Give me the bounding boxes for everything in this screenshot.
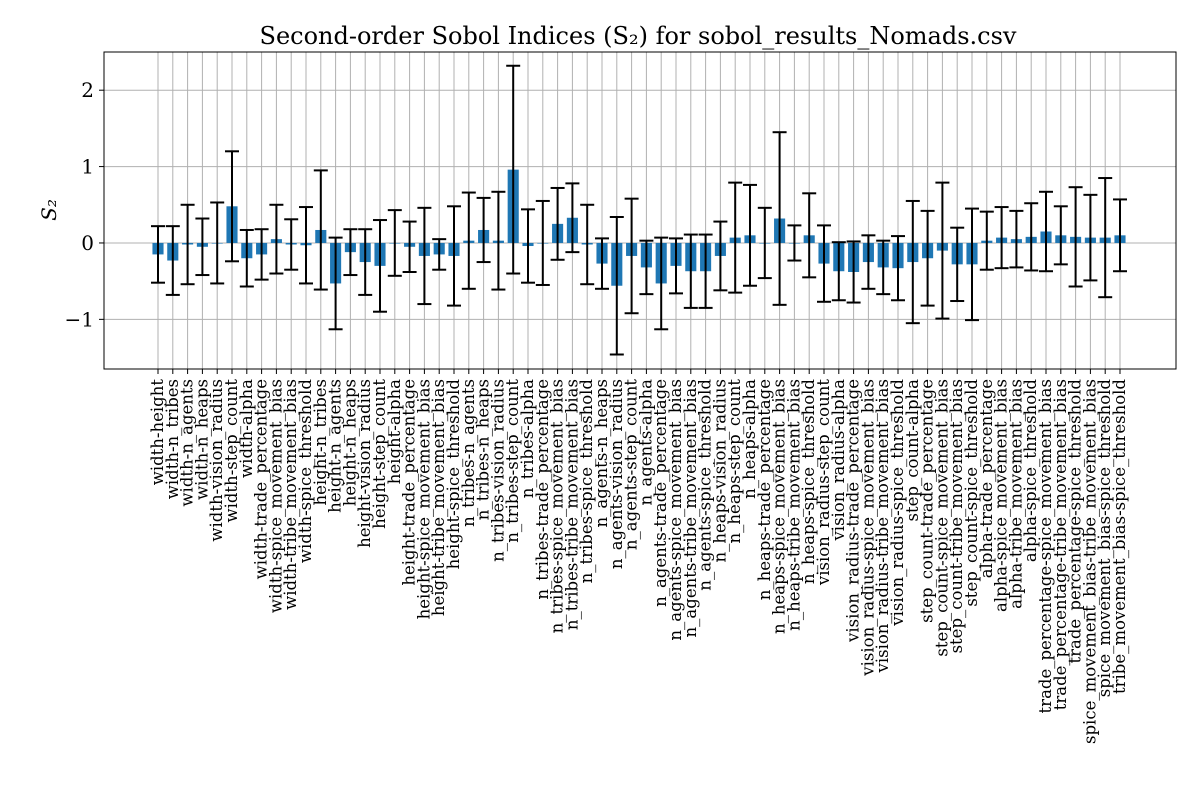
x-tick-label: height-alpha — [385, 379, 404, 484]
x-tick-label: step_count-trade_percentage — [918, 379, 937, 623]
x-tick-label: n_tribes-vision_radius — [488, 379, 507, 562]
x-tick-label: height-n_agents — [326, 379, 345, 513]
x-tick-label: n_tribes-step_count — [503, 379, 522, 543]
y-tick-label: 1 — [81, 155, 94, 179]
x-tick-label: height-tribe_movement_bias — [429, 379, 448, 616]
x-tick-label: trade_percentage-spice_threshold — [1066, 379, 1085, 664]
x-tick-label: n_heaps-trade_percentage — [755, 379, 774, 600]
x-tick-label: alpha-trade_percentage — [977, 379, 996, 578]
x-tick-label: n_agents-vision_radius — [607, 379, 626, 569]
x-tick-label: spice_movement_bias-tribe_movement_bias — [1080, 379, 1099, 744]
x-tick-label: height-n_tribes — [311, 379, 330, 506]
x-tick-label: width-tribe_movement_bias — [281, 379, 300, 610]
x-tick-label: alpha-spice_movement_bias — [992, 379, 1011, 612]
x-tick-label: vision_radius-step_count — [814, 379, 833, 586]
x-tick-label: vision_radius-spice_threshold — [888, 379, 907, 627]
x-tick-label: width-height — [148, 379, 167, 486]
x-tick-label: n_heaps-step_count — [725, 379, 744, 544]
x-tick-label: n_heaps-vision_radius — [710, 379, 729, 563]
y-tick-label: 2 — [81, 78, 94, 102]
x-tick-label: n_agents-spice_movement_bias — [666, 379, 685, 641]
x-tick-label: n_heaps-spice_threshold — [799, 379, 818, 584]
x-tick-label: n_tribes-tribe_movement_bias — [562, 379, 581, 630]
x-tick-label: n_tribes-trade_percentage — [533, 379, 552, 600]
x-tick-label: spice_movement_bias-spice_threshold — [1095, 379, 1114, 698]
x-tick-label: step_count-spice_movement_bias — [932, 379, 951, 657]
x-tick-label: alpha-spice_threshold — [1021, 379, 1040, 562]
x-tick-label: width-step_count — [222, 379, 241, 523]
x-tick-label: n_heaps-spice_movement_bias — [770, 379, 789, 634]
x-tick-label: width-n_heaps — [192, 379, 211, 500]
x-tick-label: height-spice_movement_bias — [414, 379, 433, 619]
x-tick-label: n_agents-trade_percentage — [651, 379, 670, 607]
x-tick-label: width-n_tribes — [163, 379, 182, 499]
x-tick-labels: width-heightwidth-n_tribeswidth-n_agents… — [148, 369, 1129, 744]
x-tick-label: width-vision_radius — [207, 379, 226, 542]
x-tick-label: n_tribes-n_heaps — [474, 379, 493, 520]
bars — [152, 169, 1126, 286]
x-tick-label: alpha-tribe_movement_bias — [1006, 379, 1025, 609]
x-tick-label: tribe_movement_bias-spice_threshold — [1110, 379, 1129, 694]
x-tick-label: step_count-tribe_movement_bias — [947, 379, 966, 653]
x-tick-label: trade_percentage-tribe_movement_bias — [1051, 379, 1070, 710]
x-tick-label: width-alpha — [237, 379, 256, 478]
error-bars — [151, 64, 1127, 356]
plot-area-frame — [103, 51, 1177, 370]
x-tick-label: width-n_agents — [178, 379, 197, 507]
x-tick-label: width-spice_movement_bias — [266, 379, 285, 613]
x-tick-label: trade_percentage-spice_movement_bias — [1036, 379, 1055, 713]
x-tick-label: n_tribes-alpha — [518, 379, 537, 498]
x-tick-label: n_agents-step_count — [622, 379, 641, 550]
x-tick-label: vision_radius-trade_percentage — [844, 379, 863, 643]
x-tick-label: height-vision_radius — [355, 379, 374, 548]
y-tick-labels: −1 0 1 2 — [65, 78, 104, 331]
x-tick-label: n_heaps-alpha — [740, 379, 759, 499]
x-tick-label: height-trade_percentage — [400, 379, 419, 586]
x-tick-label: step_count-alpha — [903, 379, 922, 522]
x-tick-label: width-trade_percentage — [252, 379, 271, 579]
x-tick-label: n_agents-tribe_movement_bias — [681, 379, 700, 637]
x-tick-label: height-spice_threshold — [444, 379, 463, 570]
grid-lines — [104, 52, 1176, 369]
y-tick-label: 0 — [81, 231, 94, 255]
x-tick-label: vision_radius-tribe_movement_bias — [873, 379, 892, 674]
y-axis-label: S₂ — [37, 199, 61, 221]
x-tick-label: n_agents-alpha — [636, 379, 655, 506]
chart-title: Second-order Sobol Indices (S₂) for sobo… — [260, 22, 1017, 50]
x-tick-label: n_tribes-spice_movement_bias — [548, 379, 567, 633]
x-tick-label: n_tribes-spice_threshold — [577, 379, 596, 584]
x-tick-label: width-spice_threshold — [296, 379, 315, 564]
x-tick-label: height-n_heaps — [340, 379, 359, 506]
x-tick-label: height-step_count — [370, 379, 389, 529]
x-tick-label: n_heaps-tribe_movement_bias — [784, 379, 803, 631]
x-tick-label: vision_radius-alpha — [829, 379, 848, 542]
x-tick-label: n_agents-n_heaps — [592, 379, 611, 527]
x-tick-label: n_agents-spice_threshold — [696, 379, 715, 591]
x-tick-label: vision_radius-spice_movement_bias — [858, 379, 877, 677]
x-tick-label: step_count-spice_threshold — [962, 379, 981, 607]
y-tick-label: −1 — [65, 307, 94, 331]
x-tick-label: n_tribes-n_agents — [459, 379, 478, 527]
